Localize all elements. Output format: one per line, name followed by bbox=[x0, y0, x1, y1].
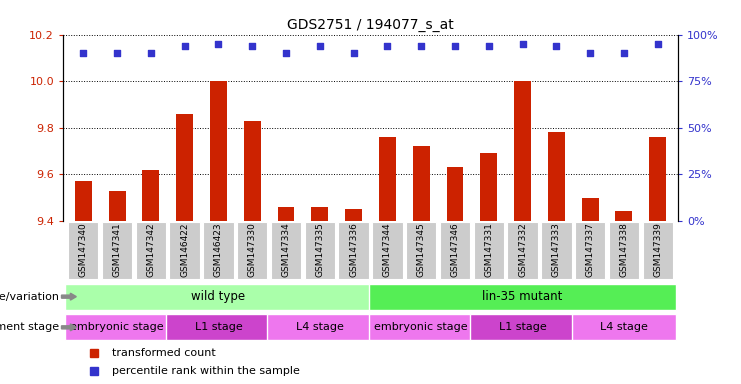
Bar bbox=[473, 222, 504, 279]
Text: genotype/variation: genotype/variation bbox=[0, 291, 59, 302]
Text: percentile rank within the sample: percentile rank within the sample bbox=[112, 366, 300, 376]
Bar bbox=[508, 222, 538, 279]
Text: GSM147339: GSM147339 bbox=[654, 223, 662, 278]
Bar bbox=[413, 146, 430, 221]
Bar bbox=[210, 81, 227, 221]
Text: GSM147336: GSM147336 bbox=[349, 223, 358, 278]
Bar bbox=[642, 222, 673, 279]
Text: L1 stage: L1 stage bbox=[499, 322, 546, 333]
Point bbox=[280, 50, 292, 56]
Text: GSM147344: GSM147344 bbox=[383, 223, 392, 277]
Text: GSM147332: GSM147332 bbox=[518, 223, 527, 277]
Text: GSM147340: GSM147340 bbox=[79, 223, 87, 277]
Bar bbox=[480, 153, 497, 221]
Bar bbox=[439, 222, 471, 279]
Text: embryonic stage: embryonic stage bbox=[70, 322, 164, 333]
Text: embryonic stage: embryonic stage bbox=[374, 322, 468, 333]
Point bbox=[111, 50, 123, 56]
Bar bbox=[64, 314, 170, 340]
Text: L4 stage: L4 stage bbox=[296, 322, 344, 333]
Bar bbox=[305, 222, 335, 279]
Bar bbox=[136, 222, 166, 279]
Bar bbox=[166, 314, 270, 340]
Point bbox=[382, 43, 393, 49]
Bar bbox=[176, 114, 193, 221]
Point bbox=[145, 50, 157, 56]
Point bbox=[584, 50, 596, 56]
Bar bbox=[649, 137, 666, 221]
Point bbox=[246, 43, 258, 49]
Text: transformed count: transformed count bbox=[112, 348, 216, 358]
Bar bbox=[75, 181, 92, 221]
Text: GSM147334: GSM147334 bbox=[282, 223, 290, 277]
Bar bbox=[471, 314, 575, 340]
Text: GSM146422: GSM146422 bbox=[180, 223, 189, 277]
Text: GSM147333: GSM147333 bbox=[552, 223, 561, 278]
Bar bbox=[203, 222, 233, 279]
Text: GSM147331: GSM147331 bbox=[485, 223, 494, 278]
Text: L4 stage: L4 stage bbox=[600, 322, 648, 333]
Bar bbox=[237, 222, 268, 279]
Bar bbox=[339, 222, 369, 279]
Point bbox=[415, 43, 427, 49]
Text: GSM147341: GSM147341 bbox=[113, 223, 122, 277]
Bar bbox=[379, 137, 396, 221]
Text: GSM147335: GSM147335 bbox=[316, 223, 325, 278]
Bar bbox=[170, 222, 200, 279]
Bar bbox=[142, 170, 159, 221]
Text: GSM147338: GSM147338 bbox=[619, 223, 628, 278]
Bar bbox=[548, 132, 565, 221]
Point bbox=[213, 41, 225, 47]
Point bbox=[348, 50, 359, 56]
Bar bbox=[369, 284, 677, 310]
Bar bbox=[582, 197, 599, 221]
Point bbox=[652, 41, 664, 47]
Bar bbox=[244, 121, 261, 221]
Text: GSM147346: GSM147346 bbox=[451, 223, 459, 277]
Text: GSM147337: GSM147337 bbox=[585, 223, 595, 278]
Bar bbox=[447, 167, 463, 221]
Bar bbox=[575, 222, 605, 279]
Bar bbox=[372, 222, 402, 279]
Bar bbox=[406, 222, 436, 279]
Bar bbox=[268, 314, 372, 340]
Text: GSM146423: GSM146423 bbox=[214, 223, 223, 277]
Text: GSM147342: GSM147342 bbox=[146, 223, 156, 277]
Point bbox=[314, 43, 326, 49]
Point bbox=[77, 50, 89, 56]
Text: L1 stage: L1 stage bbox=[195, 322, 242, 333]
Bar bbox=[68, 222, 99, 279]
Point bbox=[179, 43, 190, 49]
Text: GSM147330: GSM147330 bbox=[247, 223, 256, 278]
Bar bbox=[609, 222, 639, 279]
Bar bbox=[278, 207, 294, 221]
Bar bbox=[102, 222, 132, 279]
Bar bbox=[270, 222, 302, 279]
Bar bbox=[345, 209, 362, 221]
Bar bbox=[571, 314, 677, 340]
Bar bbox=[616, 212, 632, 221]
Bar bbox=[369, 314, 473, 340]
Bar bbox=[109, 190, 125, 221]
Point bbox=[551, 43, 562, 49]
Text: GSM147345: GSM147345 bbox=[416, 223, 425, 277]
Bar bbox=[541, 222, 571, 279]
Point bbox=[449, 43, 461, 49]
Title: GDS2751 / 194077_s_at: GDS2751 / 194077_s_at bbox=[287, 18, 454, 32]
Text: development stage: development stage bbox=[0, 322, 59, 333]
Bar bbox=[64, 284, 372, 310]
Point bbox=[516, 41, 528, 47]
Point bbox=[618, 50, 630, 56]
Point bbox=[483, 43, 495, 49]
Text: lin-35 mutant: lin-35 mutant bbox=[482, 290, 562, 303]
Bar bbox=[311, 207, 328, 221]
Text: wild type: wild type bbox=[191, 290, 245, 303]
Bar bbox=[514, 81, 531, 221]
